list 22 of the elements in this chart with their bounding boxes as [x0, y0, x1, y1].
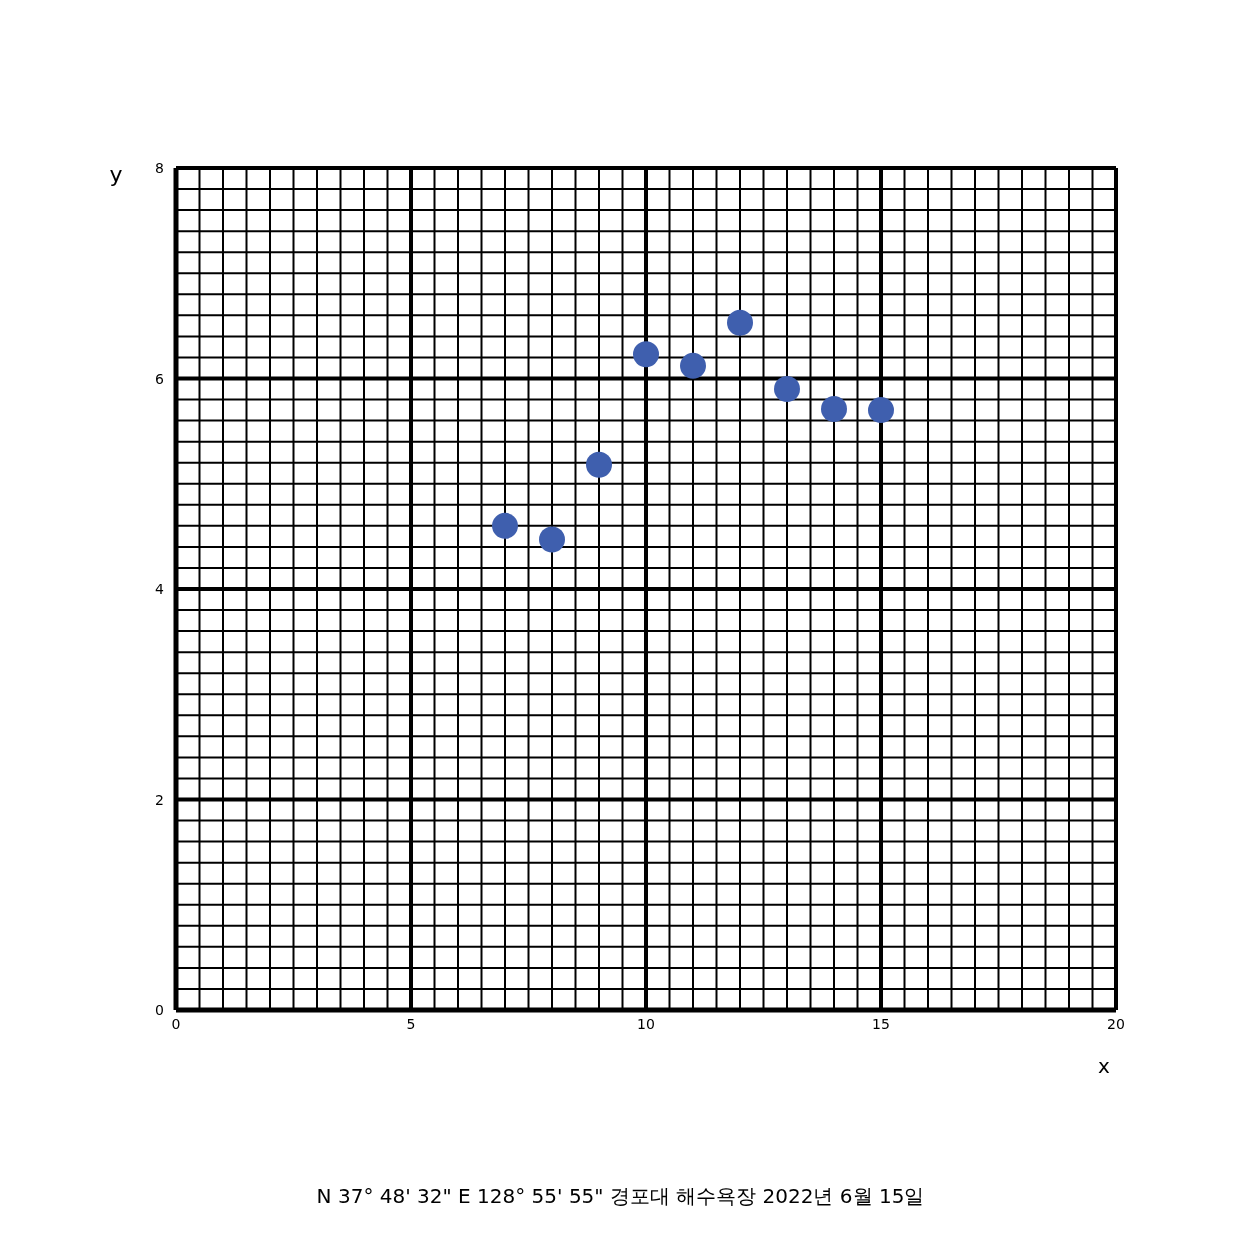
point — [492, 512, 518, 539]
y-tick-label: 6 — [155, 370, 165, 387]
point — [727, 309, 753, 336]
point — [868, 397, 894, 424]
x-tick-label: 20 — [1107, 1016, 1125, 1032]
x-tick-label: 15 — [872, 1016, 890, 1032]
point — [774, 376, 800, 403]
y-tick-label: 0 — [155, 1002, 164, 1018]
y-tick-label: 8 — [155, 160, 164, 176]
point — [586, 451, 612, 478]
point — [821, 396, 847, 423]
x-tick-label: 5 — [406, 1016, 416, 1032]
point — [539, 526, 565, 553]
y-tick-label: 4 — [155, 581, 165, 597]
y-axis-title: y — [109, 162, 123, 187]
y-tick-label: 2 — [155, 791, 164, 808]
x-tick-label: 0 — [171, 1016, 181, 1032]
x-axis-title: x — [1098, 1054, 1111, 1078]
point — [680, 352, 706, 379]
x-tick-label: 10 — [637, 1016, 655, 1032]
text: N 37° 48' 32" E 128° 55' 55" 경포대 해수욕장 2022년 6월 15일 — [316, 1184, 925, 1208]
point — [633, 341, 659, 368]
